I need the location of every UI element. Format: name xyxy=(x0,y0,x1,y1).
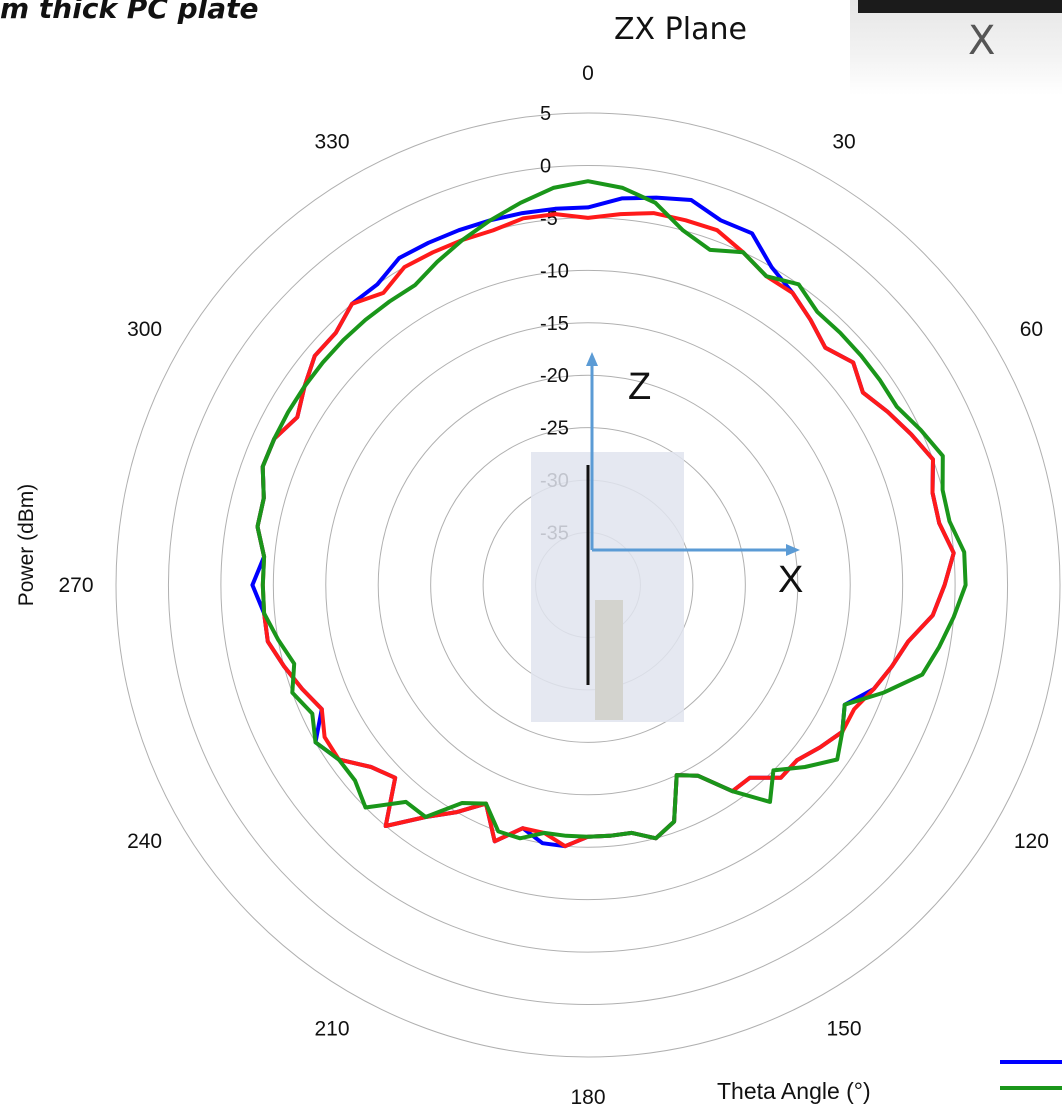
radial-tick-label: -10 xyxy=(540,260,569,282)
angle-tick-label: 150 xyxy=(826,1017,861,1040)
radial-tick-label: 0 xyxy=(540,155,551,177)
angle-tick-label: 300 xyxy=(127,318,162,341)
legend-line-blue xyxy=(1000,1060,1062,1064)
x-axis-label: X xyxy=(778,559,803,601)
grid-ring xyxy=(325,322,851,848)
legend-line-green xyxy=(1000,1086,1062,1090)
angle-tick-label: 210 xyxy=(314,1017,349,1040)
angle-tick-label: 270 xyxy=(58,574,93,597)
grid-ring xyxy=(377,374,799,796)
grid-ring xyxy=(430,427,746,743)
angle-tick-label: 330 xyxy=(314,131,349,154)
angle-tick-label: 0 xyxy=(582,62,594,85)
grid-ring xyxy=(167,164,1009,1006)
angle-tick-label: 120 xyxy=(1014,830,1049,853)
angle-tick-label: 180 xyxy=(570,1086,605,1109)
y-axis-label: Power (dBm) xyxy=(15,483,38,607)
angle-tick-label: 240 xyxy=(127,830,162,853)
z-axis-label: Z xyxy=(628,366,651,408)
antenna-orientation-overlay: Z X xyxy=(531,352,803,722)
connector-shape xyxy=(595,600,623,720)
x-axis-label-text: Theta Angle (°) xyxy=(717,1078,871,1104)
series-line-3 xyxy=(255,179,968,841)
inset-image: X xyxy=(850,0,1062,95)
chart-title: ZX Plane xyxy=(614,12,747,47)
inset-plate xyxy=(858,0,1062,13)
grid-ring xyxy=(272,269,904,901)
angle-tick-label: 60 xyxy=(1020,318,1043,341)
grid-ring xyxy=(115,112,1061,1058)
x-arrow-head xyxy=(786,544,800,556)
z-arrow-head xyxy=(586,352,598,366)
radial-tick-label: 5 xyxy=(540,103,551,125)
radial-tick-label: -20 xyxy=(540,365,569,387)
radial-tick-label: -15 xyxy=(540,313,569,335)
inset-axis-label: X xyxy=(968,18,996,64)
data-series xyxy=(250,179,968,849)
radial-tick-label: -25 xyxy=(540,418,569,440)
angle-tick-label: 30 xyxy=(832,131,855,154)
page-title: m thick PC plate xyxy=(0,0,259,25)
